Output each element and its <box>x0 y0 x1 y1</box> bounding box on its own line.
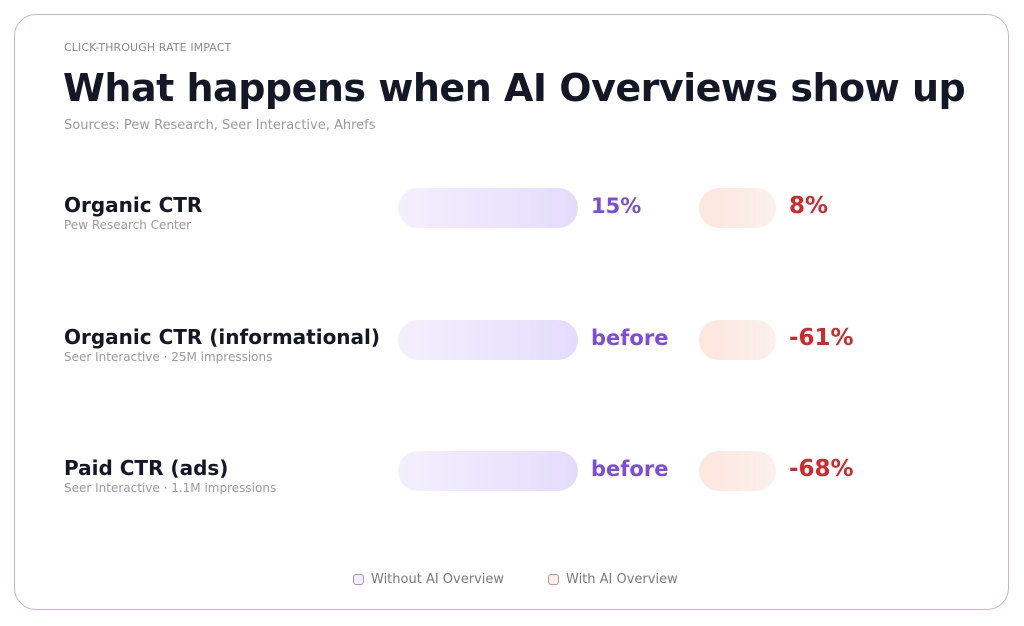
legend-swatch-icon <box>353 574 364 585</box>
legend-label: Without AI Overview <box>371 572 505 587</box>
bar-without-ai <box>398 188 578 228</box>
value-without-ai: before <box>591 457 669 481</box>
row-source: Pew Research Center <box>64 218 192 232</box>
row-source: Seer Interactive · 1.1M impressions <box>64 481 277 495</box>
legend-swatch-icon <box>548 574 559 585</box>
eyebrow: CLICK-THROUGH RATE IMPACT <box>64 41 232 54</box>
legend-item-without: Without AI Overview <box>353 572 504 587</box>
row-label: Paid CTR (ads) <box>64 456 229 480</box>
bar-with-ai <box>699 451 776 491</box>
bar-without-ai <box>398 451 578 491</box>
row-label: Organic CTR (informational) <box>64 325 381 349</box>
chart-card <box>14 14 1009 610</box>
value-with-ai: -61% <box>789 325 854 351</box>
page-title: What happens when AI Overviews show up <box>63 66 966 110</box>
legend-label: With AI Overview <box>566 572 678 587</box>
metric-row: Paid CTR (ads) Seer Interactive · 1.1M i… <box>0 451 1024 516</box>
metric-row: Organic CTR (informational) Seer Interac… <box>0 320 1024 385</box>
row-label: Organic CTR <box>64 193 203 217</box>
sources: Sources: Pew Research, Seer Interactive,… <box>64 118 376 133</box>
value-without-ai: 15% <box>591 194 642 218</box>
bar-with-ai <box>699 188 776 228</box>
value-with-ai: 8% <box>789 193 829 219</box>
bar-without-ai <box>398 320 578 360</box>
legend-item-with: With AI Overview <box>548 572 678 587</box>
bar-with-ai <box>699 320 776 360</box>
metric-row: Organic CTR Pew Research Center 15% 8% <box>0 188 1024 253</box>
row-source: Seer Interactive · 25M impressions <box>64 350 273 364</box>
value-with-ai: -68% <box>789 456 854 482</box>
value-without-ai: before <box>591 326 669 350</box>
